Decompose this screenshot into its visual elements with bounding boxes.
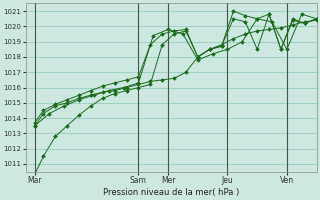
X-axis label: Pression niveau de la mer( hPa ): Pression niveau de la mer( hPa ) — [103, 188, 239, 197]
